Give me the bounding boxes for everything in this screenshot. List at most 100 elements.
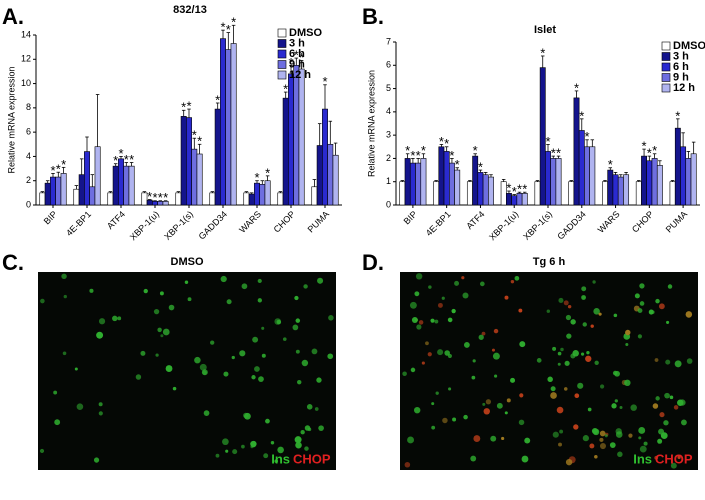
- y-tick-label: 2: [26, 175, 31, 185]
- cell: [581, 295, 586, 300]
- cell: [311, 348, 318, 355]
- cell: [473, 435, 481, 443]
- cell: [524, 437, 531, 444]
- cell: [63, 294, 67, 299]
- cell: [586, 350, 590, 355]
- stain-label: Ins: [271, 451, 290, 466]
- legend-label: DMSO: [289, 27, 322, 39]
- cell: [314, 407, 319, 411]
- cell: [669, 395, 674, 400]
- cell: [582, 435, 590, 442]
- bar: [78, 174, 85, 206]
- bar: [311, 186, 318, 206]
- y-tick-label: 1: [386, 176, 391, 186]
- cell: [501, 436, 505, 441]
- cell: [463, 414, 468, 420]
- cell: [437, 302, 443, 308]
- cell: [254, 366, 260, 372]
- cell: [418, 320, 424, 325]
- legend-label: 12 h: [289, 69, 311, 81]
- cell: [557, 362, 561, 366]
- cell: [295, 441, 302, 449]
- cell: [666, 320, 670, 324]
- bar: [612, 174, 619, 206]
- cell: [655, 396, 660, 401]
- panel-label: D.: [362, 250, 384, 275]
- cell: [655, 298, 660, 304]
- cell: [292, 324, 299, 331]
- bar: [399, 181, 406, 206]
- cell: [599, 437, 604, 442]
- cell: [98, 318, 106, 325]
- cell: [98, 402, 103, 407]
- bar: [568, 181, 575, 206]
- cell: [241, 444, 245, 449]
- bar: [415, 162, 422, 206]
- legend-label: 3 h: [673, 50, 689, 62]
- cell: [317, 277, 324, 284]
- cell: [318, 425, 324, 432]
- cell: [165, 365, 173, 372]
- bar: [477, 172, 484, 206]
- cell: [270, 441, 275, 445]
- legend-swatch: [661, 62, 671, 72]
- significance-marker: *: [675, 108, 680, 123]
- cell: [257, 278, 262, 284]
- cell: [215, 453, 220, 458]
- cell: [472, 359, 476, 363]
- bar: [433, 181, 440, 206]
- cell: [563, 387, 568, 391]
- significance-marker: *: [231, 15, 236, 30]
- y-tick-label: 5: [386, 83, 391, 93]
- bar: [488, 176, 494, 206]
- cell: [570, 319, 576, 325]
- cell: [231, 355, 235, 360]
- bar: [438, 146, 445, 206]
- bar: [482, 174, 489, 206]
- cell: [510, 279, 515, 284]
- cell: [414, 406, 421, 414]
- bar: [669, 181, 676, 206]
- bar: [316, 145, 323, 206]
- bar: [617, 176, 624, 206]
- cell: [409, 301, 417, 309]
- cell: [657, 438, 663, 444]
- cell: [203, 410, 210, 416]
- cell: [652, 403, 659, 409]
- cell: [581, 286, 587, 292]
- cell: [665, 359, 671, 365]
- cell: [664, 392, 670, 399]
- significance-marker: *: [215, 92, 220, 107]
- cell: [261, 353, 266, 358]
- bar: [175, 192, 182, 206]
- cell: [481, 331, 486, 336]
- significance-marker: *: [512, 184, 517, 199]
- cell: [261, 326, 265, 330]
- significance-marker: *: [163, 190, 168, 205]
- cell: [550, 392, 557, 399]
- image-title: DMSO: [171, 256, 204, 268]
- cell: [565, 458, 573, 466]
- bar: [584, 146, 590, 206]
- cell: [462, 292, 469, 299]
- significance-marker: *: [517, 182, 522, 197]
- micrograph: [38, 272, 336, 470]
- significance-marker: *: [124, 152, 129, 167]
- cell: [492, 352, 500, 360]
- significance-marker: *: [652, 143, 657, 158]
- cell: [546, 309, 551, 313]
- cell: [660, 432, 668, 439]
- bar: [248, 193, 255, 206]
- cell: [615, 428, 622, 435]
- cell: [479, 281, 485, 287]
- cell: [304, 446, 309, 451]
- cell: [157, 327, 162, 333]
- y-tick-label: 14: [21, 29, 31, 39]
- cell: [560, 347, 564, 352]
- bar: [94, 146, 101, 206]
- stain-label: Ins: [633, 451, 652, 466]
- bar: [225, 49, 232, 206]
- cell: [577, 382, 584, 389]
- significance-marker: *: [299, 50, 304, 65]
